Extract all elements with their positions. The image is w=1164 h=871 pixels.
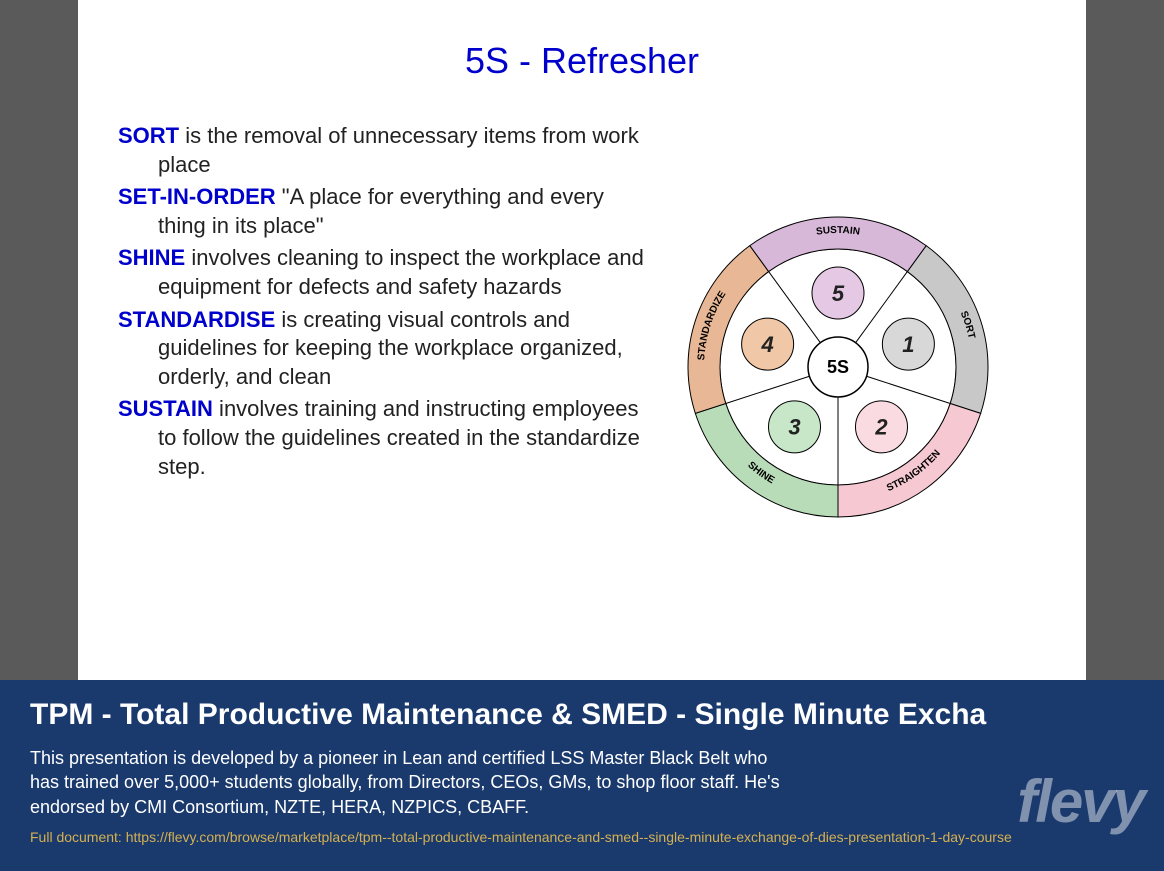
num-4: 4 xyxy=(760,332,773,357)
item-sustain: SUSTAIN involves training and instructin… xyxy=(118,395,648,481)
definitions-list: SORT is the removal of unnecessary items… xyxy=(118,122,648,522)
text-shine: involves cleaning to inspect the workpla… xyxy=(158,245,644,299)
term-sort: SORT xyxy=(118,123,179,148)
link-url: https://flevy.com/browse/marketplace/tpm… xyxy=(126,829,1012,845)
diagram-column: 123455SSORTSTRAIGHTENSHINESTANDARDIZESUS… xyxy=(668,122,1008,522)
five-s-svg: 123455SSORTSTRAIGHTENSHINESTANDARDIZESUS… xyxy=(683,212,993,522)
term-shine: SHINE xyxy=(118,245,185,270)
num-5: 5 xyxy=(832,281,845,306)
term-sustain: SUSTAIN xyxy=(118,396,213,421)
five-s-diagram: 123455SSORTSTRAIGHTENSHINESTANDARDIZESUS… xyxy=(683,212,993,522)
item-shine: SHINE involves cleaning to inspect the w… xyxy=(118,244,648,301)
text-sort: is the removal of unnecessary items from… xyxy=(158,123,639,177)
num-1: 1 xyxy=(902,332,914,357)
slide-body: 5S - Refresher SORT is the removal of un… xyxy=(78,0,1086,680)
term-standardise: STANDARDISE xyxy=(118,307,275,332)
slide-title: 5S - Refresher xyxy=(118,40,1046,82)
banner-title: TPM - Total Productive Maintenance & SME… xyxy=(30,698,1134,732)
brand-logo: flevy xyxy=(1017,767,1144,836)
content-area: SORT is the removal of unnecessary items… xyxy=(118,122,1046,522)
banner-description: This presentation is developed by a pion… xyxy=(30,746,790,819)
text-sustain: involves training and instructing employ… xyxy=(158,396,640,478)
num-2: 2 xyxy=(874,415,888,440)
banner-link[interactable]: Full document: https://flevy.com/browse/… xyxy=(30,829,1134,845)
item-set-in-order: SET-IN-ORDER "A place for everything and… xyxy=(118,183,648,240)
item-sort: SORT is the removal of unnecessary items… xyxy=(118,122,648,179)
center-label: 5S xyxy=(827,357,849,377)
num-3: 3 xyxy=(788,415,800,440)
footer-banner: TPM - Total Productive Maintenance & SME… xyxy=(0,680,1164,871)
link-prefix: Full document: xyxy=(30,829,126,845)
item-standardise: STANDARDISE is creating visual controls … xyxy=(118,306,648,392)
term-set-in-order: SET-IN-ORDER xyxy=(118,184,276,209)
